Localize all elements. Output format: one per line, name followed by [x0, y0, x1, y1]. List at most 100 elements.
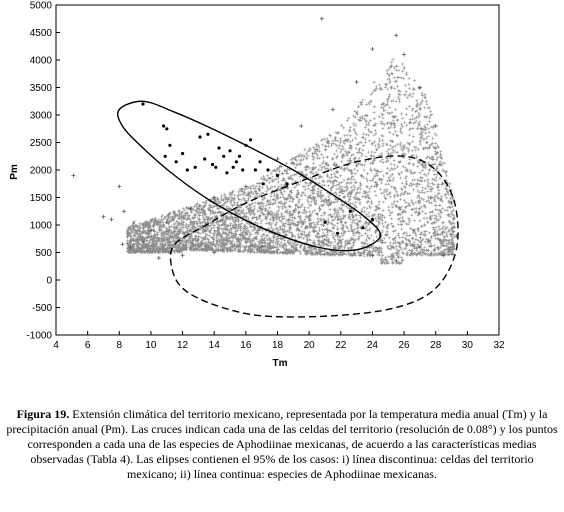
cell-cross-marker	[128, 245, 133, 249]
y-tick-label: 3500	[30, 83, 53, 94]
species-point	[222, 154, 226, 158]
territory-cells-series	[71, 16, 459, 263]
y-axis-label: Pm	[9, 164, 20, 180]
ellipses	[117, 100, 459, 318]
y-tick-label: -500	[32, 303, 52, 314]
cell-cross-marker	[71, 173, 76, 178]
species-point	[163, 154, 167, 158]
species-point	[203, 157, 207, 161]
cell-cross-marker	[109, 217, 114, 222]
species-point	[214, 165, 218, 169]
x-tick-label: 26	[399, 340, 411, 351]
cell-cross-marker	[164, 220, 169, 225]
cell-cross-marker	[117, 184, 122, 189]
cell-cross-marker	[441, 253, 446, 258]
cell-cross-marker	[417, 245, 422, 249]
cell-cross-marker	[319, 16, 324, 21]
cell-cross-marker	[449, 201, 454, 205]
y-tick-label: 5000	[30, 1, 53, 12]
y-tick-label: 4500	[30, 28, 53, 39]
cell-cross-marker	[394, 33, 399, 38]
territory-cells-cloud	[125, 57, 457, 265]
y-tick-label: 4000	[30, 56, 53, 67]
species-point	[174, 160, 178, 164]
species-point	[198, 135, 202, 139]
plot-area	[55, 4, 500, 336]
x-axis-ticks: 4 6 8 10 12 14 16 18 20 22 24 26 28 30 32	[53, 331, 505, 351]
cell-cross-marker	[101, 214, 106, 219]
x-tick-label: 22	[335, 340, 347, 351]
cell-cross-marker	[402, 52, 407, 57]
species-point	[253, 168, 257, 172]
cell-cross-marker	[122, 209, 127, 214]
y-tick-label: 1000	[30, 221, 53, 232]
x-tick-label: 6	[85, 340, 91, 351]
cell-cross-marker	[259, 245, 264, 249]
x-tick-label: 12	[177, 340, 189, 351]
cell-cross-marker	[156, 256, 161, 260]
cell-cross-marker	[370, 253, 375, 258]
territory-95-ellipse-dashed	[169, 155, 459, 318]
species-point	[193, 165, 197, 169]
y-tick-label: 2500	[30, 138, 53, 149]
scatter-chart: 4 6 8 10 12 14 16 18 20 22 24 26 28 30 32 5000 4500 4000…	[9, 1, 505, 370]
x-tick-label: 8	[117, 340, 123, 351]
cell-cross-marker	[299, 124, 304, 128]
species-point	[370, 217, 374, 222]
cell-cross-marker	[394, 258, 399, 263]
cell-cross-marker	[180, 253, 185, 258]
species-points-series	[141, 102, 374, 235]
x-tick-label: 24	[367, 340, 379, 351]
x-tick-label: 20	[304, 340, 316, 351]
species-point	[361, 226, 365, 230]
species-point	[181, 151, 185, 156]
chart-canvas: 4 6 8 10 12 14 16 18 20 22 24 26 28 30 32 500045004000…	[9, 1, 505, 370]
x-tick-label: 14	[209, 340, 221, 351]
cell-cross-marker	[148, 228, 153, 233]
y-tick-label: 500	[35, 248, 52, 259]
cell-cross-marker	[243, 184, 248, 189]
species-point	[336, 231, 340, 235]
cell-cross-marker	[354, 80, 359, 84]
species-point	[217, 146, 221, 150]
species-point	[241, 168, 245, 172]
species-95-ellipse-solid	[117, 100, 382, 252]
species-point	[185, 168, 189, 172]
species-point	[206, 132, 210, 136]
species-point	[258, 160, 262, 164]
cell-cross-marker	[188, 206, 193, 211]
species-point	[275, 173, 280, 178]
species-point	[234, 160, 238, 164]
y-tick-label: 1500	[30, 193, 53, 204]
cell-cross-marker	[275, 157, 280, 161]
species-point	[225, 171, 229, 175]
species-point	[323, 220, 327, 224]
species-point	[249, 138, 253, 142]
cell-cross-marker	[212, 195, 217, 200]
x-tick-label: 30	[462, 340, 474, 351]
species-point	[162, 124, 166, 128]
species-point	[266, 168, 270, 172]
x-tick-label: 4	[53, 340, 59, 351]
species-point	[237, 154, 242, 158]
cell-cross-marker	[120, 242, 125, 247]
cell-cross-marker	[141, 239, 146, 244]
species-point	[168, 143, 172, 147]
y-tick-label: -1000	[26, 331, 52, 342]
species-point	[228, 149, 232, 153]
species-point	[211, 162, 215, 167]
x-axis-label: Tm	[273, 358, 288, 369]
x-tick-label: 28	[430, 340, 442, 351]
caption-label: Figura 19.	[16, 407, 70, 421]
x-tick-label: 10	[145, 340, 157, 351]
species-point	[348, 209, 352, 213]
cell-cross-marker	[417, 85, 422, 90]
species-point	[285, 182, 289, 186]
x-tick-label: 18	[272, 340, 284, 351]
territory-cells-texture	[125, 57, 457, 265]
y-tick-label: 2000	[30, 166, 53, 177]
species-point	[165, 127, 169, 131]
species-point	[261, 182, 265, 186]
y-axis-ticks: 5000450040003500300025002000150010005000…	[26, 1, 60, 342]
species-point	[244, 143, 248, 147]
